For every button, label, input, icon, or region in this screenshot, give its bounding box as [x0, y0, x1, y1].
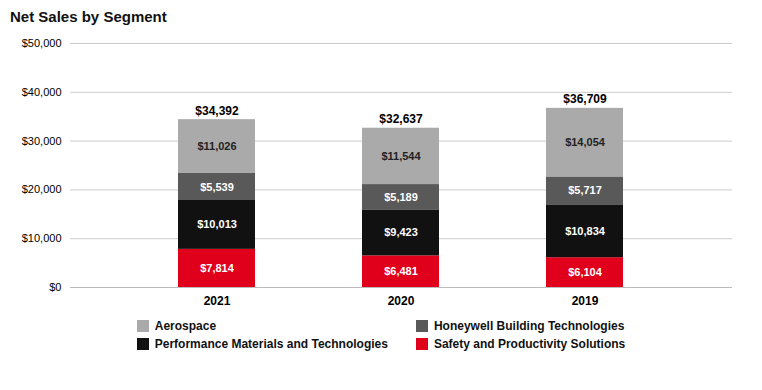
svg-text:$6,481: $6,481	[384, 265, 418, 277]
svg-text:2021: 2021	[204, 294, 231, 308]
svg-text:$20,000: $20,000	[22, 183, 62, 195]
html-text:Safety and Productivity Soluti: Safety and Productivity Solutions	[433, 337, 626, 351]
svg-text:$7,814: $7,814	[200, 262, 235, 274]
svg-text:$40,000: $40,000	[22, 86, 62, 98]
html-text:Honeywell Building Technologie: Honeywell Building Technologies	[433, 319, 625, 333]
svg-text:$34,392: $34,392	[195, 104, 239, 118]
svg-text:$5,539: $5,539	[200, 181, 234, 193]
svg-text:$11,544: $11,544	[381, 150, 421, 162]
svg-text:$10,000: $10,000	[22, 232, 62, 244]
html-text:Net Sales by Segment: Net Sales by Segment	[10, 8, 167, 25]
svg-text:$5,189: $5,189	[384, 191, 418, 203]
svg-text:$50,000: $50,000	[22, 37, 62, 49]
svg-text:$5,717: $5,717	[568, 184, 602, 196]
svg-text:$32,637: $32,637	[379, 112, 423, 126]
svg-text:$10,013: $10,013	[197, 218, 237, 230]
svg-text:$30,000: $30,000	[22, 135, 62, 147]
svg-text:$6,104: $6,104	[568, 266, 603, 278]
svg-text:$11,026: $11,026	[197, 140, 236, 152]
html-text:Performance Materials and Tech: Performance Materials and Technologies	[154, 337, 388, 351]
svg-text:$9,423: $9,423	[384, 226, 418, 238]
svg-text:$10,834: $10,834	[565, 225, 606, 237]
svg-text:$36,709: $36,709	[563, 92, 607, 106]
svg-text:$0: $0	[49, 281, 61, 293]
svg-text:$14,054: $14,054	[565, 136, 606, 148]
svg-text:2019: 2019	[572, 294, 599, 308]
html-text:Aerospace: Aerospace	[154, 319, 217, 333]
svg-text:2020: 2020	[388, 294, 415, 308]
